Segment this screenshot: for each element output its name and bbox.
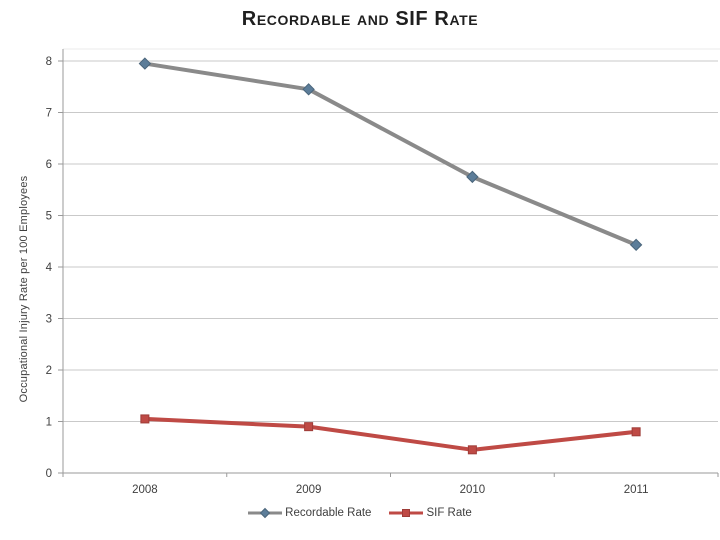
data-point-marker xyxy=(467,445,477,455)
legend-label: Recordable Rate xyxy=(285,507,372,519)
y-tick-label: 6 xyxy=(46,159,52,171)
data-point-marker xyxy=(631,427,641,437)
data-point-marker xyxy=(302,83,315,96)
data-point-marker xyxy=(466,170,479,184)
x-tick-label: 2008 xyxy=(132,484,158,496)
chart-legend: Recordable Rate SIF Rate xyxy=(0,507,720,519)
sif-rate-line-marker-icon xyxy=(389,509,424,517)
y-tick-label: 3 xyxy=(46,314,52,326)
data-point-marker xyxy=(259,507,271,519)
chart-title: Recordable and SIF Rate xyxy=(241,8,479,30)
y-tick-label: 2 xyxy=(46,365,52,377)
y-tick-label: 8 xyxy=(46,56,52,68)
data-point-marker xyxy=(402,509,411,517)
data-point-marker xyxy=(304,422,314,432)
y-tick-label: 5 xyxy=(46,211,52,223)
x-tick-label: 2011 xyxy=(624,484,649,496)
series-line xyxy=(142,61,639,247)
data-point-marker xyxy=(629,238,643,252)
y-tick-label: 0 xyxy=(46,468,52,480)
y-tick-label: 4 xyxy=(46,262,53,274)
y-tick-label: 1 xyxy=(46,417,52,429)
data-point-marker xyxy=(138,57,152,70)
x-tick-label: 2009 xyxy=(296,484,322,496)
legend-item-sif-rate: SIF Rate xyxy=(389,507,472,519)
recordable-rate-line-marker-icon xyxy=(248,507,283,519)
legend-label: SIF Rate xyxy=(426,507,472,519)
y-tick-label: 7 xyxy=(46,108,52,120)
series-line xyxy=(142,416,639,452)
x-tick-label: 2010 xyxy=(460,484,486,496)
data-point-marker xyxy=(140,414,150,424)
legend-item-recordable-rate: Recordable Rate xyxy=(248,507,371,519)
